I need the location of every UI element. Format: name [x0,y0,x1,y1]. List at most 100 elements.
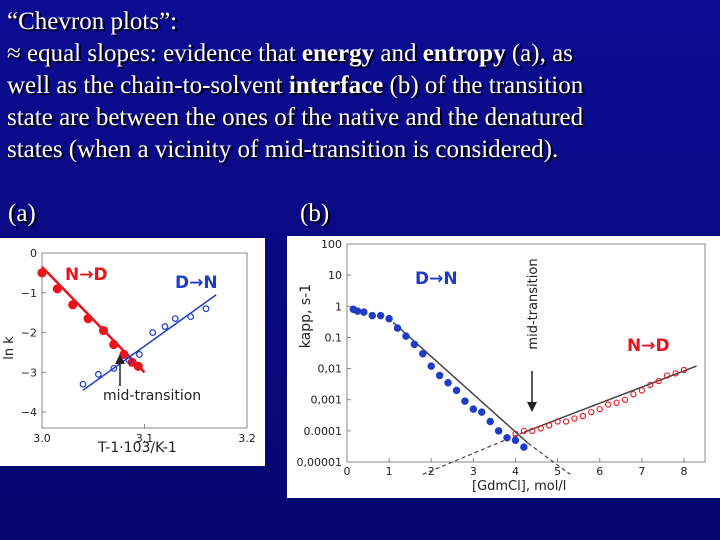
chart-b-point [520,443,528,451]
approx-symbol: ≈ [7,40,21,67]
chart-b-xtick-label: 8 [680,465,687,478]
chart-b-point [376,311,385,320]
slide-text: “Chevron plots”: ≈ equal slopes: evidenc… [7,6,713,166]
chart-b-ytick-label: 0.0001 [304,425,343,438]
chart-b-xtick-label: 3 [470,465,477,478]
chart-a-point [135,351,143,358]
chart-a-xtick-label: 3.0 [33,432,51,445]
chart-a-point [202,305,210,313]
chart-a-dn-annotation: D→N [175,273,218,293]
chart-b-point [452,386,461,395]
chart-b-frame [346,243,706,463]
chart-b-fit-dn [392,322,529,444]
chart-b-point [461,397,469,405]
chart-b-point [613,399,620,406]
chart-a-point [133,361,143,371]
slide-line-2: well as the chain-to-solvent interface (… [7,70,713,102]
line2-part-a: well as the chain-to-solvent [7,72,283,99]
chart-b-fit-dn-extrap [527,442,571,475]
chart-b-ytick-label: 10 [328,269,342,282]
chart-b-point [486,417,494,426]
chart-a-point [125,356,133,364]
chart-a-point [68,300,78,310]
slide-line-1: ≈ equal slopes: evidence that energy and… [7,38,713,70]
line1-part-b: and [380,40,417,67]
chart-b-xtick-label: 6 [596,465,603,478]
chart-b-point [469,405,478,413]
keyword-entropy: entropy [422,40,506,67]
chart-b-point [520,427,528,435]
chart-b-ytick-label: 0.1 [325,331,343,344]
chart-a-point [37,268,47,278]
chart-a-point [94,370,102,378]
chart-a-point [187,313,195,321]
chart-a-mid-arrowhead [115,354,125,364]
chart-a-point [79,380,87,388]
chart-b-point [402,332,410,340]
chart-b-point [663,372,671,379]
chart-b-point [478,408,486,416]
chart-a-ytick-label: 0 [30,247,37,260]
chart-a-ytick-label: −1 [21,287,37,300]
chart-b-point [368,311,377,320]
chart-panel-a: 0 −1 −2 −3 −4 3.0 3.1 3.2 ln k T-1·103/K-1 N→D… [0,238,265,466]
chart-b-ytick-label: 0,01 [318,363,343,376]
chart-b-xtick-label: 7 [638,465,645,478]
chart-a-ylabel: ln k [2,336,17,360]
chart-b-point [435,371,444,380]
chart-a-point [161,323,169,330]
chart-a-ytick-label: −4 [21,406,37,419]
chart-a-point [110,364,118,372]
chart-b-point [511,436,520,444]
chart-b-point [638,387,645,394]
chart-a-point [171,315,179,323]
chart-b-xtick-label: 5 [554,465,561,478]
chart-a-xtick-label: 3.1 [136,432,154,445]
chart-b-point [419,349,427,358]
chart-b-point [596,405,603,413]
chart-b-point [546,422,553,429]
chart-b-point [529,427,536,435]
chart-b-point [604,401,612,408]
chart-b-point [672,370,679,377]
chart-a-nd-annotation: N→D [65,265,108,285]
chart-b-ylabel: kapp, s-1 [298,284,314,348]
chart-a-point [52,284,62,294]
chart-a-xlabel: T-1·103/K-1 [97,440,177,456]
chart-b-point [427,362,435,370]
chart-b-xtick-label: 4 [512,465,519,478]
chart-a-ytick-label: −2 [21,327,37,340]
chart-a-ytick-label: −3 [21,366,37,379]
chart-a-point [98,325,109,336]
chart-b-point [647,381,654,389]
chart-b-xtick-label: 0 [344,465,351,478]
line2-part-b: (b) of the transition [389,72,584,99]
chart-b-fit-nd [523,365,697,433]
chart-b-point [410,340,419,349]
chart-b-ytick-label: 0,00001 [297,456,343,469]
chart-b-mid-annotation: mid-transition [526,258,541,349]
chart-b-point [621,396,629,403]
chart-b-point [503,434,511,442]
chart-b-point [360,308,368,316]
panel-a-label: (a) [8,200,36,227]
chart-b-mid-arrowhead [527,402,537,412]
chart-b-point [588,408,595,416]
chart-b-point [537,425,544,432]
chart-b-point [393,324,402,332]
slide-line-3: state are between the ones of the native… [7,104,584,131]
chart-b-point [494,427,503,435]
chart-a-point [83,314,93,324]
chart-b-point [680,366,688,374]
slide-title: “Chevron plots”: [7,8,178,35]
chart-a-xtick-label: 3.2 [238,432,256,445]
chart-b-point [655,377,662,385]
chart-b-point [630,391,637,398]
keyword-energy: energy [301,40,375,67]
chart-b-point [554,418,561,425]
chart-b-point [444,379,452,387]
chart-b-nd-annotation: N→D [627,336,670,356]
chart-a-svg: 0 −1 −2 −3 −4 3.0 3.1 3.2 ln k T-1·103/K-1 N→D… [2,247,256,456]
line1-part-a: equal slopes: evidence that [26,40,296,67]
chart-b-ytick-label: 0,001 [311,394,343,407]
